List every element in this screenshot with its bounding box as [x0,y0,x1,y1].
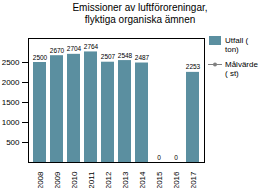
svg-text:0: 0 [174,154,178,161]
svg-text:1500: 1500 [2,98,20,107]
svg-text:2704: 2704 [67,45,82,52]
svg-text:500: 500 [6,138,20,147]
svg-text:2500: 2500 [33,54,48,61]
svg-text:2017: 2017 [189,171,198,188]
svg-text:0: 0 [157,154,161,161]
svg-text:2670: 2670 [50,47,65,54]
svg-text:2015: 2015 [155,171,164,188]
svg-text:2011: 2011 [87,171,96,188]
html-text:Emissioner av luftföroreningar: Emissioner av luftföroreningar, flyktiga… [72,2,208,25]
svg-text:2013: 2013 [121,171,130,188]
html-text:Utfall ( ton): Utfall ( ton) [225,36,249,54]
svg-text:2012: 2012 [104,171,113,188]
svg-text:2500: 2500 [2,58,20,67]
svg-text:2487: 2487 [135,54,150,61]
svg-text:1000: 1000 [2,118,20,127]
svg-text:2014: 2014 [138,171,147,188]
svg-text:2764: 2764 [84,43,99,50]
svg-text:2548: 2548 [118,52,133,59]
svg-text:2000: 2000 [2,78,20,87]
svg-text:2008: 2008 [36,171,45,188]
svg-text:2009: 2009 [53,171,62,188]
svg-text:2010: 2010 [70,171,79,188]
svg-text:2016: 2016 [172,171,181,188]
html-text:Målvärde ( st): Målvärde ( st) [225,60,258,78]
svg-text:2253: 2253 [186,63,201,70]
svg-text:2507: 2507 [101,53,116,60]
